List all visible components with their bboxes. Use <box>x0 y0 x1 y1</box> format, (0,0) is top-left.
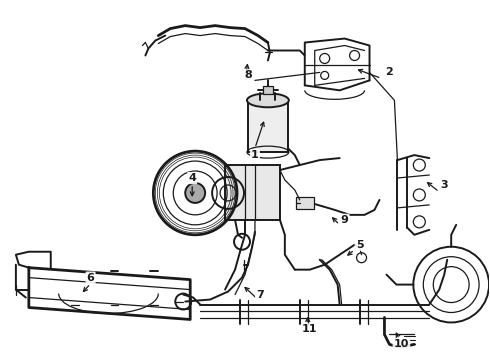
Text: 10: 10 <box>393 339 409 349</box>
Bar <box>263 86 273 94</box>
Text: 2: 2 <box>386 67 393 77</box>
Ellipse shape <box>247 93 289 107</box>
Text: 6: 6 <box>87 273 95 283</box>
Text: 11: 11 <box>302 324 318 334</box>
Bar <box>225 165 280 220</box>
Text: 3: 3 <box>441 180 448 190</box>
Text: 9: 9 <box>341 215 348 225</box>
Bar <box>296 197 314 209</box>
Text: 1: 1 <box>251 150 259 160</box>
Circle shape <box>185 183 205 203</box>
Text: 5: 5 <box>356 240 364 250</box>
Bar <box>248 100 288 152</box>
Text: 4: 4 <box>188 173 196 183</box>
Text: 7: 7 <box>256 289 264 300</box>
Text: 8: 8 <box>244 71 252 80</box>
